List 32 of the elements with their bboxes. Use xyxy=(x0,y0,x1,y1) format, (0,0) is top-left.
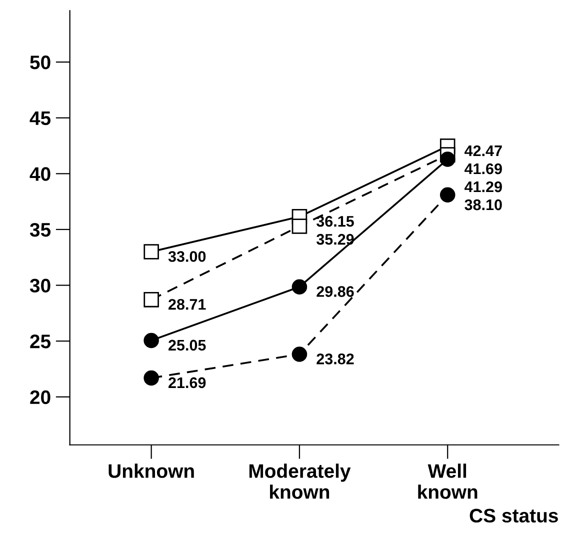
x-axis-title: CS status xyxy=(470,508,558,523)
y-tick-label: 40 xyxy=(30,167,50,181)
y-tick-label: 50 xyxy=(30,56,50,70)
data-label: 23.82 xyxy=(316,354,354,364)
data-label: 42.47 xyxy=(464,145,502,156)
data-label: 28.71 xyxy=(168,298,206,310)
point xyxy=(144,370,159,386)
point xyxy=(144,332,159,348)
data-label: 35.29 xyxy=(316,234,354,245)
data-label: 41.29 xyxy=(464,181,502,192)
x-tick-label: Unknown xyxy=(108,464,194,478)
point xyxy=(292,218,308,234)
x-tick-label: Moderately known xyxy=(249,464,351,499)
data-label: 25.05 xyxy=(168,340,206,351)
data-label: 21.69 xyxy=(168,377,206,388)
y-tick-label: 25 xyxy=(30,334,51,348)
point xyxy=(440,152,456,167)
y-tick-label: 30 xyxy=(30,278,50,293)
point xyxy=(144,292,159,308)
point xyxy=(440,187,456,203)
data-label: 36.15 xyxy=(316,216,354,227)
point xyxy=(144,244,159,260)
data-label: 41.69 xyxy=(464,163,502,174)
data-label: 33.00 xyxy=(168,251,206,262)
data-label: 38.10 xyxy=(464,199,502,210)
y-tick-label: 45 xyxy=(30,112,51,126)
y-tick-label: 35 xyxy=(30,222,51,237)
data-label: 29.86 xyxy=(316,286,354,297)
point xyxy=(292,279,308,294)
y-tick-label: 20 xyxy=(30,390,50,404)
point xyxy=(292,346,308,362)
x-tick-label: Well known xyxy=(418,464,478,499)
